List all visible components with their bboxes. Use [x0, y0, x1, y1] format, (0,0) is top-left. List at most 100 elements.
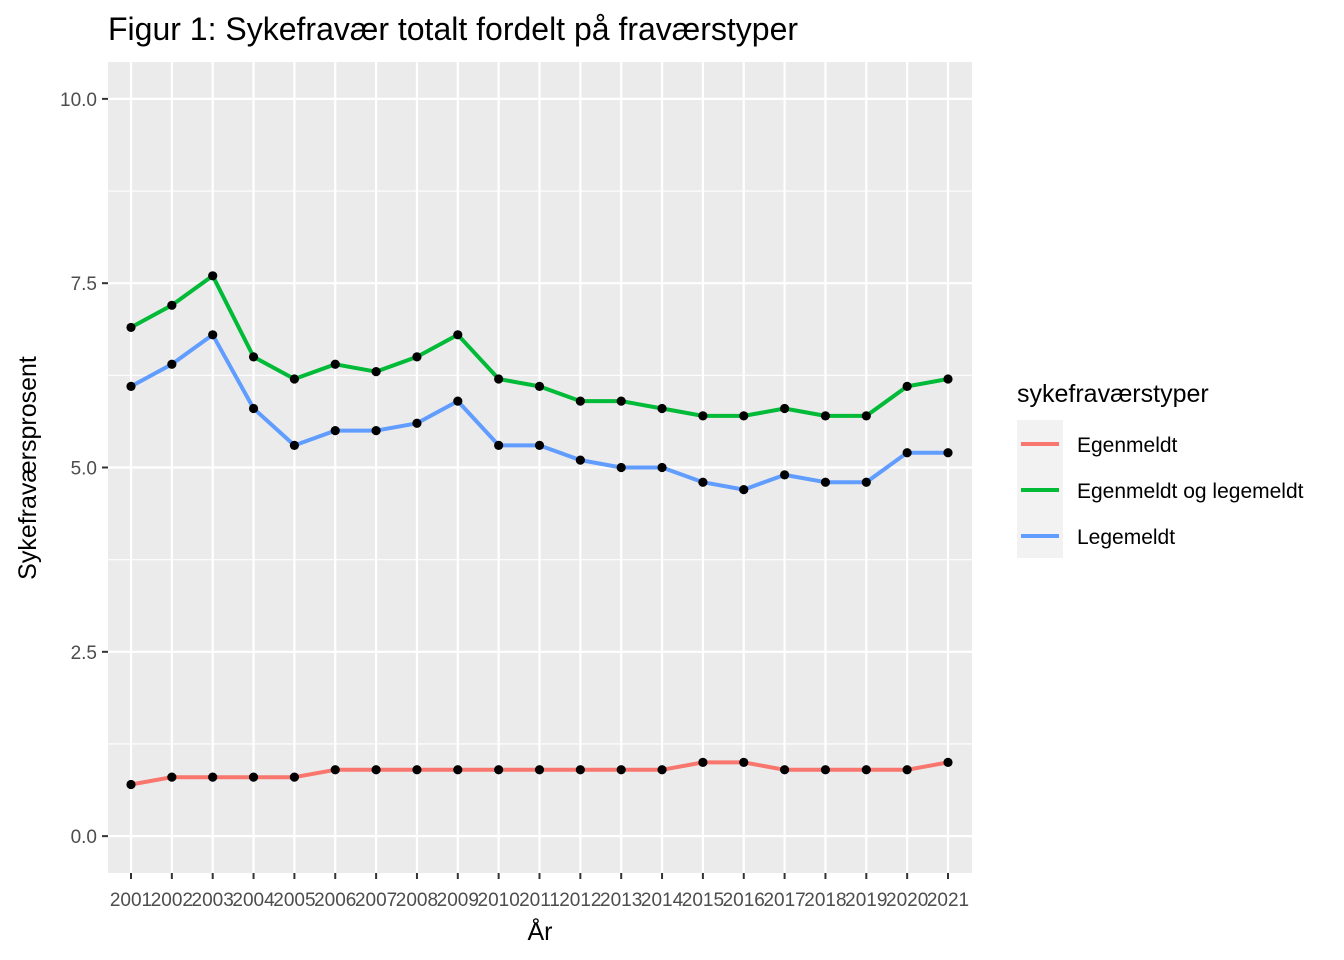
data-point: [534, 765, 545, 775]
data-point: [453, 765, 463, 775]
y-tick-label: 10.0: [60, 90, 97, 111]
data-point: [943, 448, 953, 458]
data-point: [698, 477, 708, 487]
data-point: [698, 411, 708, 421]
x-tick-label: 2013: [600, 890, 642, 911]
x-tick-label: 2011: [519, 890, 560, 911]
data-point: [739, 411, 749, 421]
data-point: [453, 330, 463, 340]
x-tick-label: 2002: [151, 890, 193, 911]
data-point: [126, 779, 136, 790]
data-point: [861, 477, 871, 487]
data-point: [167, 772, 177, 782]
data-point: [820, 765, 831, 775]
data-point: [167, 300, 177, 310]
x-tick-label: 2009: [437, 890, 479, 911]
data-point: [289, 772, 299, 782]
data-point: [289, 374, 299, 384]
data-point: [820, 477, 831, 487]
x-tick-label: 2006: [314, 890, 356, 911]
x-tick-label: 2004: [232, 890, 275, 911]
data-point: [780, 765, 790, 775]
data-point: [412, 418, 422, 428]
data-point: [780, 403, 790, 414]
data-point: [575, 396, 585, 406]
x-tick-label: 2014: [641, 890, 684, 911]
data-point: [126, 322, 136, 333]
chart-title: Figur 1: Sykefravær totalt fordelt på fr…: [108, 11, 798, 47]
data-point: [248, 403, 259, 414]
data-point: [616, 462, 626, 473]
y-axis-title: Sykefraværsprosent: [14, 356, 42, 580]
data-point: [248, 352, 259, 362]
data-point: [248, 772, 259, 782]
legend: sykefraværstyper Egenmeldt Egenmeldt og l…: [1017, 380, 1304, 558]
y-tick-label: 0.0: [71, 827, 97, 848]
data-point: [412, 765, 422, 775]
data-point: [208, 271, 218, 281]
data-point: [167, 359, 177, 369]
data-point: [616, 396, 626, 406]
legend-title: sykefraværstyper: [1017, 380, 1209, 408]
legend-label-2: Egenmeldt og legemeldt: [1077, 480, 1304, 503]
data-point: [289, 440, 299, 450]
data-point: [657, 403, 667, 414]
x-axis-ticks: 2001200220032004200520062007200820092010…: [110, 873, 969, 911]
data-point: [861, 765, 871, 775]
data-point: [412, 352, 422, 362]
x-tick-label: 2017: [763, 890, 805, 911]
x-tick-label: 2018: [804, 890, 846, 911]
x-tick-label: 2012: [559, 890, 601, 911]
data-point: [575, 765, 585, 775]
data-point: [330, 765, 340, 775]
y-tick-label: 5.0: [71, 459, 97, 480]
x-tick-label: 2010: [478, 890, 520, 911]
data-point: [330, 359, 340, 369]
data-point: [371, 765, 381, 775]
data-point: [494, 440, 504, 450]
data-point: [780, 470, 790, 480]
data-point: [902, 381, 912, 391]
data-point: [739, 757, 749, 768]
x-tick-label: 2019: [845, 890, 887, 911]
data-point: [616, 765, 626, 775]
legend-label-3: Legemeldt: [1077, 526, 1175, 549]
x-tick-label: 2005: [273, 890, 315, 911]
data-point: [208, 330, 218, 340]
x-tick-label: 2007: [355, 890, 397, 911]
data-point: [534, 440, 545, 450]
data-point: [657, 765, 667, 775]
data-point: [861, 411, 871, 421]
data-point: [371, 426, 381, 436]
data-point: [371, 367, 381, 377]
data-point: [739, 485, 749, 495]
data-point: [575, 455, 585, 465]
x-tick-label: 2003: [192, 890, 234, 911]
x-axis-title: År: [528, 916, 553, 946]
y-tick-label: 7.5: [71, 274, 97, 295]
data-point: [820, 411, 831, 421]
x-tick-label: 2008: [396, 890, 438, 911]
x-tick-label: 2016: [723, 890, 765, 911]
y-axis-ticks: 0.0 2.5 5.0 7.5 10.0: [60, 90, 108, 848]
data-point: [534, 381, 545, 391]
data-point: [902, 765, 912, 775]
data-point: [943, 757, 953, 768]
data-point: [453, 396, 463, 406]
data-point: [494, 765, 504, 775]
data-point: [698, 757, 708, 768]
data-point: [902, 448, 912, 458]
data-point: [494, 374, 504, 384]
x-tick-label: 2020: [886, 890, 928, 911]
x-tick-label: 2001: [110, 890, 152, 911]
data-points: [126, 271, 953, 790]
data-point: [208, 772, 218, 782]
data-point: [943, 374, 953, 384]
data-point: [126, 381, 136, 391]
x-tick-label: 2015: [682, 890, 724, 911]
legend-label-1: Egenmeldt: [1077, 434, 1178, 457]
data-point: [330, 426, 340, 436]
y-tick-label: 2.5: [71, 643, 97, 664]
x-tick-label: 2021: [927, 890, 969, 911]
